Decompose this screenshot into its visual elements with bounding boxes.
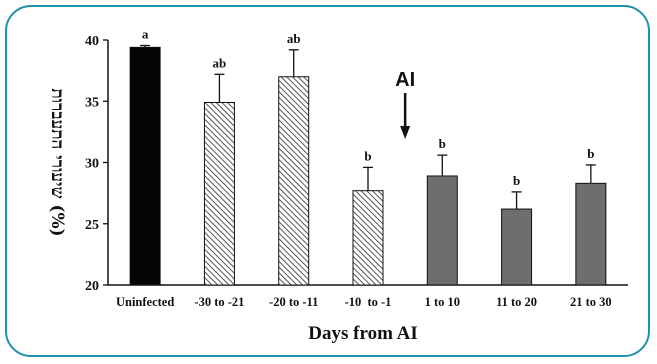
significance-label: b [513,173,520,188]
bar [426,175,458,286]
bar [129,46,161,286]
x-tick-label: 1 to 10 [425,295,460,309]
labels-group: 20 25 30 35 40 a Uninfected ab -30 to -21 ab -20 t… [47,27,612,344]
bar [575,182,607,286]
x-tick-label: 21 to 30 [570,295,612,309]
x-tick-label: Uninfected [116,295,174,309]
y-tick-label: 30 [85,157,99,172]
x-tick-label: -10 to -1 [345,295,392,309]
y-tick-label: 40 [85,34,99,49]
x-axis-title: Days from AI [308,323,417,344]
significance-label: b [364,148,371,163]
bar [203,101,235,286]
bars-group [129,44,607,286]
chart-frame [5,5,650,357]
x-tick-label: -20 to -11 [269,295,318,309]
ai-arrow-head [400,126,411,139]
bar [352,190,384,286]
y-axis-title: שיעורי התעברות (%) [47,88,67,236]
x-tick-label: 11 to 20 [496,295,537,309]
x-tick-label: -30 to -21 [194,295,244,309]
significance-label: ab [287,31,301,46]
y-tick-label: 25 [85,218,99,233]
bar [278,76,310,286]
significance-label: b [587,146,594,161]
significance-label: ab [213,55,227,70]
y-tick-label: 35 [85,95,99,110]
y-tick-label: 20 [85,279,99,294]
significance-label: a [142,27,149,42]
ai-annotation-label: AI [395,69,415,91]
bar [501,208,533,286]
significance-label: b [439,136,446,151]
